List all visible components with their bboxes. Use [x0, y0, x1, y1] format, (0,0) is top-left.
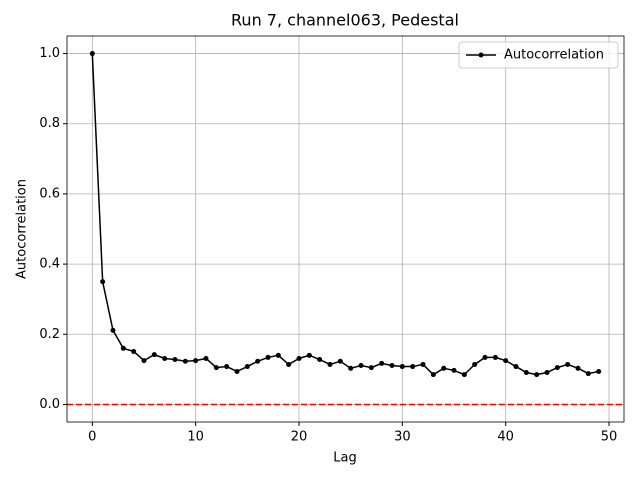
point — [317, 357, 323, 363]
y-tick-label: 0.6 — [39, 186, 60, 201]
point — [503, 358, 509, 364]
point — [399, 364, 405, 370]
point — [472, 361, 478, 367]
point — [565, 361, 571, 367]
y-axis-label: Autocorrelation — [15, 179, 30, 279]
point — [151, 352, 157, 358]
point — [296, 355, 302, 361]
point — [410, 364, 416, 370]
legend-label: Autocorrelation — [504, 48, 604, 63]
chart-title: Run 7, channel063, Pedestal — [231, 11, 459, 30]
point — [244, 364, 250, 370]
legend-box — [458, 41, 619, 69]
point — [203, 355, 209, 361]
point — [379, 360, 385, 366]
point — [451, 367, 457, 373]
y-tick-label: 0.2 — [39, 327, 60, 342]
point — [575, 365, 581, 371]
y-tick-label: 1.0 — [39, 46, 60, 61]
point — [554, 365, 560, 371]
point — [89, 51, 95, 57]
y-tick-label: 0.0 — [39, 397, 60, 412]
point — [513, 364, 519, 370]
y-tick-label: 0.4 — [39, 257, 60, 272]
point — [131, 348, 137, 354]
point — [596, 368, 602, 374]
x-tick-label: 40 — [497, 430, 514, 445]
point — [441, 365, 447, 371]
x-tick-label: 10 — [187, 430, 204, 445]
point — [120, 345, 126, 351]
x-tick-label: 30 — [394, 430, 411, 445]
legend-marker — [478, 52, 484, 58]
point — [162, 355, 168, 361]
point — [193, 358, 199, 364]
point — [286, 361, 292, 367]
x-tick-label: 0 — [88, 430, 96, 445]
point — [461, 372, 467, 378]
x-axis-label: Lag — [333, 451, 356, 466]
point — [348, 365, 354, 371]
point — [234, 368, 240, 374]
point — [182, 358, 188, 364]
point — [534, 372, 540, 378]
point — [275, 352, 281, 358]
point — [255, 358, 261, 364]
point — [368, 365, 374, 371]
point — [172, 357, 178, 363]
point — [430, 372, 436, 378]
point — [100, 279, 106, 285]
point — [523, 370, 529, 376]
point — [389, 363, 395, 369]
point — [358, 363, 364, 369]
point — [306, 352, 312, 358]
point — [482, 354, 488, 360]
x-tick-label: 20 — [291, 430, 308, 445]
axes-frame — [66, 35, 625, 423]
point — [585, 371, 591, 377]
x-tick-label: 50 — [601, 430, 618, 445]
point — [141, 358, 147, 364]
point — [492, 354, 498, 360]
point — [224, 364, 230, 370]
y-tick-label: 0.8 — [39, 116, 60, 131]
point — [265, 354, 271, 360]
point — [213, 365, 219, 371]
point — [420, 361, 426, 367]
point — [110, 327, 116, 333]
point — [327, 361, 333, 367]
point — [544, 370, 550, 376]
point — [337, 358, 343, 364]
